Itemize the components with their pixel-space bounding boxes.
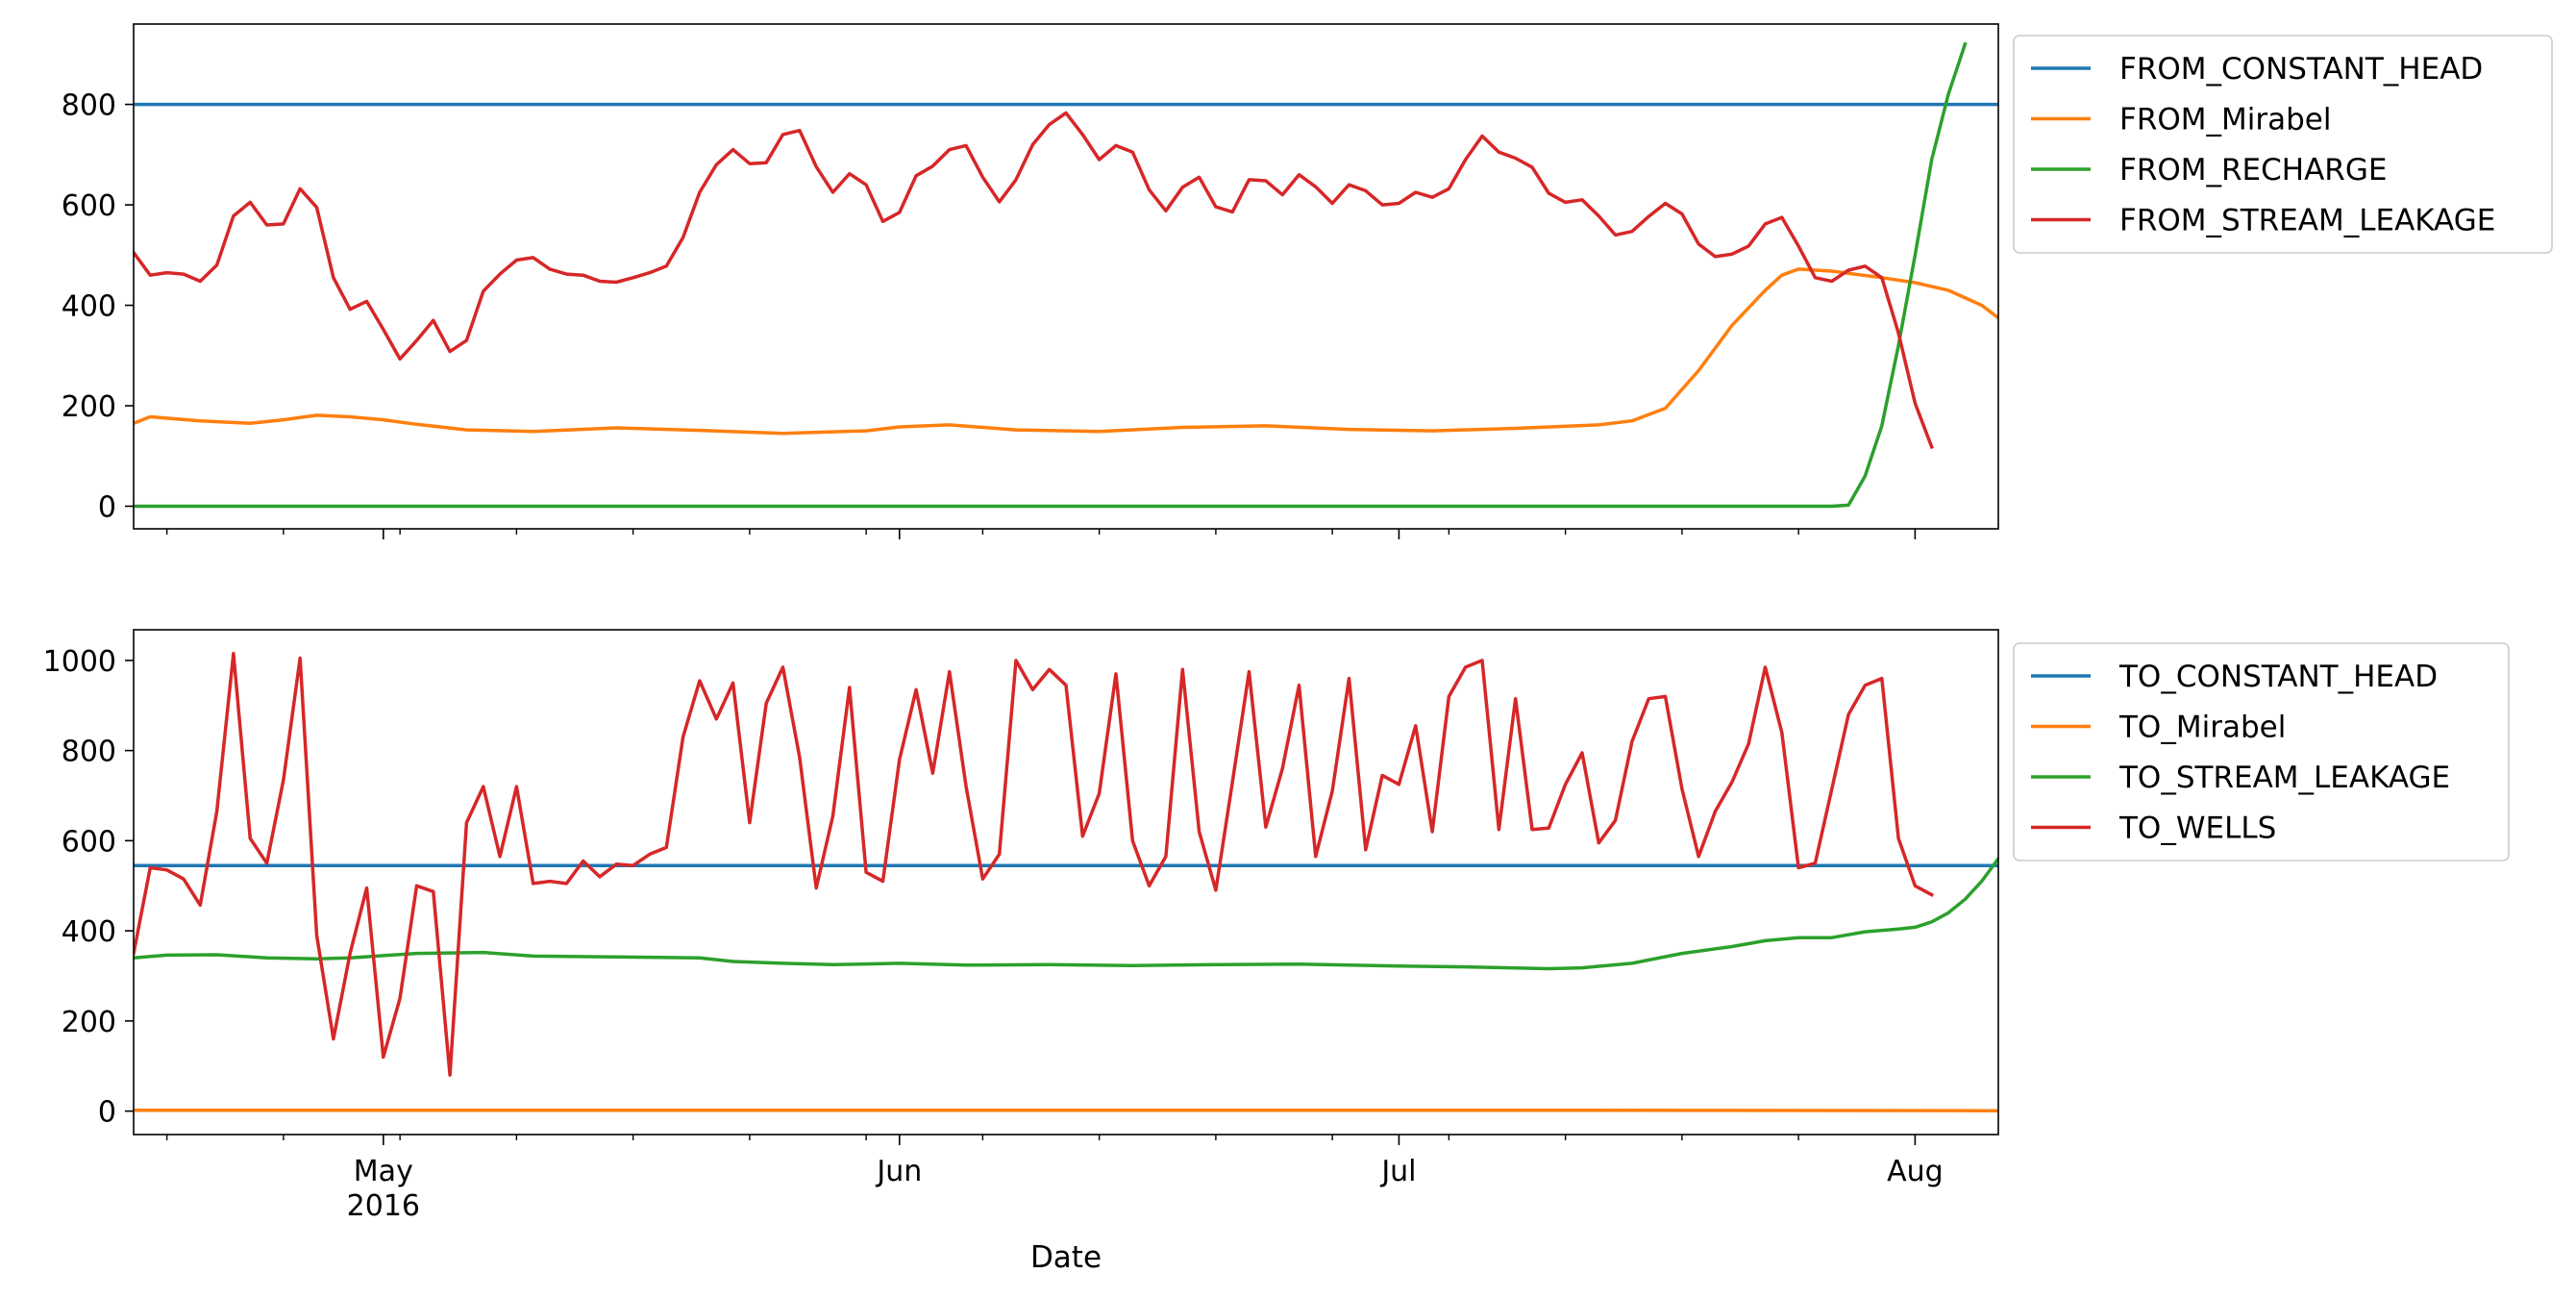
series-line-to-wells	[134, 652, 1935, 1077]
legend-entry-label: TO_CONSTANT_HEAD	[2118, 660, 2438, 694]
y-tick-label: 1000	[43, 645, 116, 679]
x-tick-label: Jun	[875, 1155, 922, 1188]
y-tick-label: 400	[62, 290, 116, 324]
series-line-from-stream-leakage	[134, 111, 1934, 450]
upper-chart-panel: 0 200 400 600 800 FROM_CONSTANT_HEAD FROM_Mira…	[62, 23, 2553, 539]
y-tick-label: 200	[62, 1006, 116, 1039]
legend-entry-label: FROM_Mirabel	[2119, 103, 2331, 137]
y-tick-label: 600	[62, 825, 116, 859]
legend-entry-label: FROM_CONSTANT_HEAD	[2119, 52, 2483, 87]
x-tick-sublabel: 2016	[347, 1189, 420, 1223]
legend-entry-label: TO_Mirabel	[2118, 711, 2286, 745]
legend-frame	[2013, 35, 2553, 254]
legend-entry-label: TO_STREAM_LEAKAGE	[2118, 761, 2450, 795]
x-tick-label: Aug	[1887, 1155, 1944, 1188]
legend-entry-label: FROM_RECHARGE	[2119, 153, 2387, 187]
legend: TO_CONSTANT_HEAD TO_Mirabel TO_STREAM_LEAK…	[2013, 642, 2510, 861]
x-tick-label: Jul	[1379, 1155, 1416, 1188]
series-line-from-recharge	[134, 41, 1968, 509]
series-line-from-mirabel	[134, 267, 1998, 436]
y-tick-label: 0	[98, 1096, 116, 1130]
series-lines	[134, 41, 1998, 509]
axes-frame	[133, 629, 1999, 1136]
y-tick-label: 200	[62, 390, 116, 424]
x-axis-label: Date	[1030, 1240, 1102, 1275]
series-lines	[134, 652, 1998, 1112]
y-tick-label: 800	[62, 89, 116, 123]
y-tick-label: 800	[62, 736, 116, 769]
y-tick-label: 600	[62, 189, 116, 223]
series-line-to-stream-leakage	[134, 856, 1998, 971]
legend: FROM_CONSTANT_HEAD FROM_Mirabel FROM_RECHA…	[2013, 35, 2553, 254]
y-tick-label: 0	[98, 490, 116, 524]
axes-frame	[133, 23, 1999, 530]
legend-frame	[2013, 642, 2510, 861]
x-tick-label: May	[354, 1155, 413, 1188]
legend-entry-label: FROM_STREAM_LEAKAGE	[2119, 204, 2495, 238]
legend-entry-label: TO_WELLS	[2118, 811, 2276, 846]
y-tick-label: 400	[62, 915, 116, 949]
